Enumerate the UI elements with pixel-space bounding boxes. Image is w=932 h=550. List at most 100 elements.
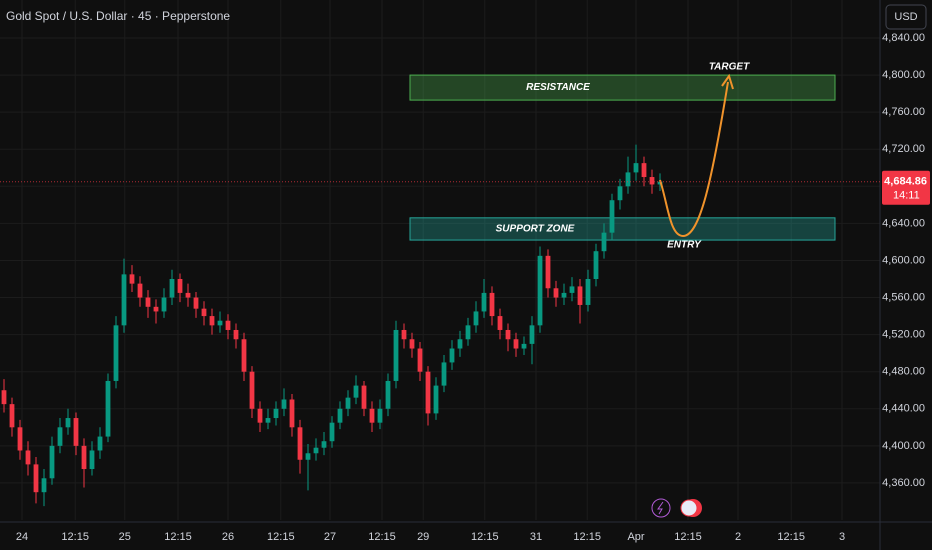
candle-body — [489, 292, 495, 317]
y-tick-label: 4,800.00 — [882, 69, 925, 81]
annotation: TARGET — [709, 62, 750, 73]
event-icon[interactable] — [651, 498, 671, 518]
flag-icon[interactable] — [680, 499, 698, 517]
candle-body — [241, 339, 247, 372]
zone-label: RESISTANCE — [526, 82, 590, 93]
y-tick-label: 4,480.00 — [882, 366, 925, 378]
candle-body — [393, 329, 399, 381]
candle-body — [529, 325, 535, 344]
candle-body — [17, 427, 23, 451]
candle-body — [505, 329, 511, 340]
candle-body — [297, 427, 303, 460]
candle-body — [217, 320, 223, 326]
candle-body — [649, 177, 655, 185]
candle-body — [193, 297, 199, 309]
x-tick-label: 12:15 — [368, 531, 396, 543]
candle-body — [161, 297, 167, 312]
candle-body — [385, 380, 391, 409]
candle-body — [105, 380, 111, 437]
candle-body — [57, 427, 63, 446]
candle-body — [225, 320, 231, 330]
x-tick-label: 26 — [222, 531, 234, 543]
candle-body — [465, 325, 471, 340]
candle-body — [425, 371, 431, 414]
zone — [409, 217, 836, 241]
candle-body — [345, 397, 351, 409]
candle-body — [593, 251, 599, 280]
x-tick-label: 12:15 — [471, 531, 499, 543]
currency-button[interactable] — [885, 4, 927, 30]
projection-curve — [659, 81, 729, 238]
candle-body — [457, 339, 463, 349]
candle-body — [33, 464, 39, 493]
candle-body — [145, 297, 151, 307]
candle-body — [433, 385, 439, 414]
y-tick-label: 4,760.00 — [882, 106, 925, 118]
candle-body — [561, 292, 567, 298]
candle-body — [569, 286, 575, 293]
candle-body — [617, 186, 623, 201]
candle-body — [337, 408, 343, 423]
y-tick-label: 4,840.00 — [882, 32, 925, 44]
candle-body — [73, 418, 79, 446]
candle-body — [633, 163, 639, 173]
candle-body — [289, 399, 295, 428]
arrow-head — [721, 73, 734, 90]
x-tick-label: 29 — [417, 531, 429, 543]
candle-body — [537, 255, 543, 326]
countdown: 14:11 — [893, 190, 920, 202]
y-tick-label: 4,400.00 — [882, 440, 925, 452]
candle-body — [625, 172, 631, 187]
lightning — [657, 501, 664, 515]
x-tick-label: 12:15 — [61, 531, 89, 543]
candle-body — [201, 308, 207, 317]
x-tick-label: 12:15 — [777, 531, 805, 543]
candle-body — [513, 339, 519, 349]
x-tick-label: 24 — [16, 531, 28, 543]
candle-body — [113, 325, 119, 381]
candle-body — [81, 445, 87, 470]
zone — [409, 74, 836, 101]
candle-body — [321, 441, 327, 448]
candle-body — [265, 418, 271, 423]
chart-title: Gold Spot / U.S. Dollar · 45 · Peppersto… — [6, 9, 230, 23]
candle-body — [273, 408, 279, 419]
candle-body — [545, 255, 551, 289]
zone-label: SUPPORT ZONE — [496, 224, 575, 235]
candle-body — [65, 418, 71, 428]
x-tick-label: 3 — [839, 531, 845, 543]
y-tick-label: 4,520.00 — [882, 329, 925, 341]
candle-body — [417, 348, 423, 372]
candle-body — [481, 292, 487, 312]
candle-body — [249, 371, 255, 409]
candle-body — [441, 362, 447, 386]
y-tick-label: 4,640.00 — [882, 217, 925, 229]
y-tick-label: 4,440.00 — [882, 403, 925, 415]
x-tick-label: 12:15 — [164, 531, 192, 543]
candle-body — [329, 422, 335, 442]
candle-body — [577, 286, 583, 305]
candle-body — [377, 408, 383, 423]
candle-body — [609, 200, 615, 233]
candle-body — [9, 404, 15, 428]
candle-body — [497, 316, 503, 330]
candle-body — [473, 311, 479, 326]
annotation: ENTRY — [667, 240, 702, 251]
candle-body — [89, 450, 95, 470]
x-tick-label: 12:15 — [674, 531, 702, 543]
candle-body — [1, 390, 7, 405]
candle-body — [585, 279, 591, 305]
candle-body — [177, 279, 183, 293]
currency[interactable]: USD — [894, 11, 917, 23]
candle-body — [641, 163, 647, 178]
candle-body — [361, 385, 367, 409]
candle-body — [409, 339, 415, 349]
candle-body — [313, 447, 319, 454]
candle-body — [233, 329, 239, 340]
candle-body — [169, 279, 175, 298]
candle-body — [25, 450, 31, 465]
x-tick-label: 27 — [324, 531, 336, 543]
candle-body — [97, 436, 103, 451]
candle-body — [137, 283, 143, 298]
